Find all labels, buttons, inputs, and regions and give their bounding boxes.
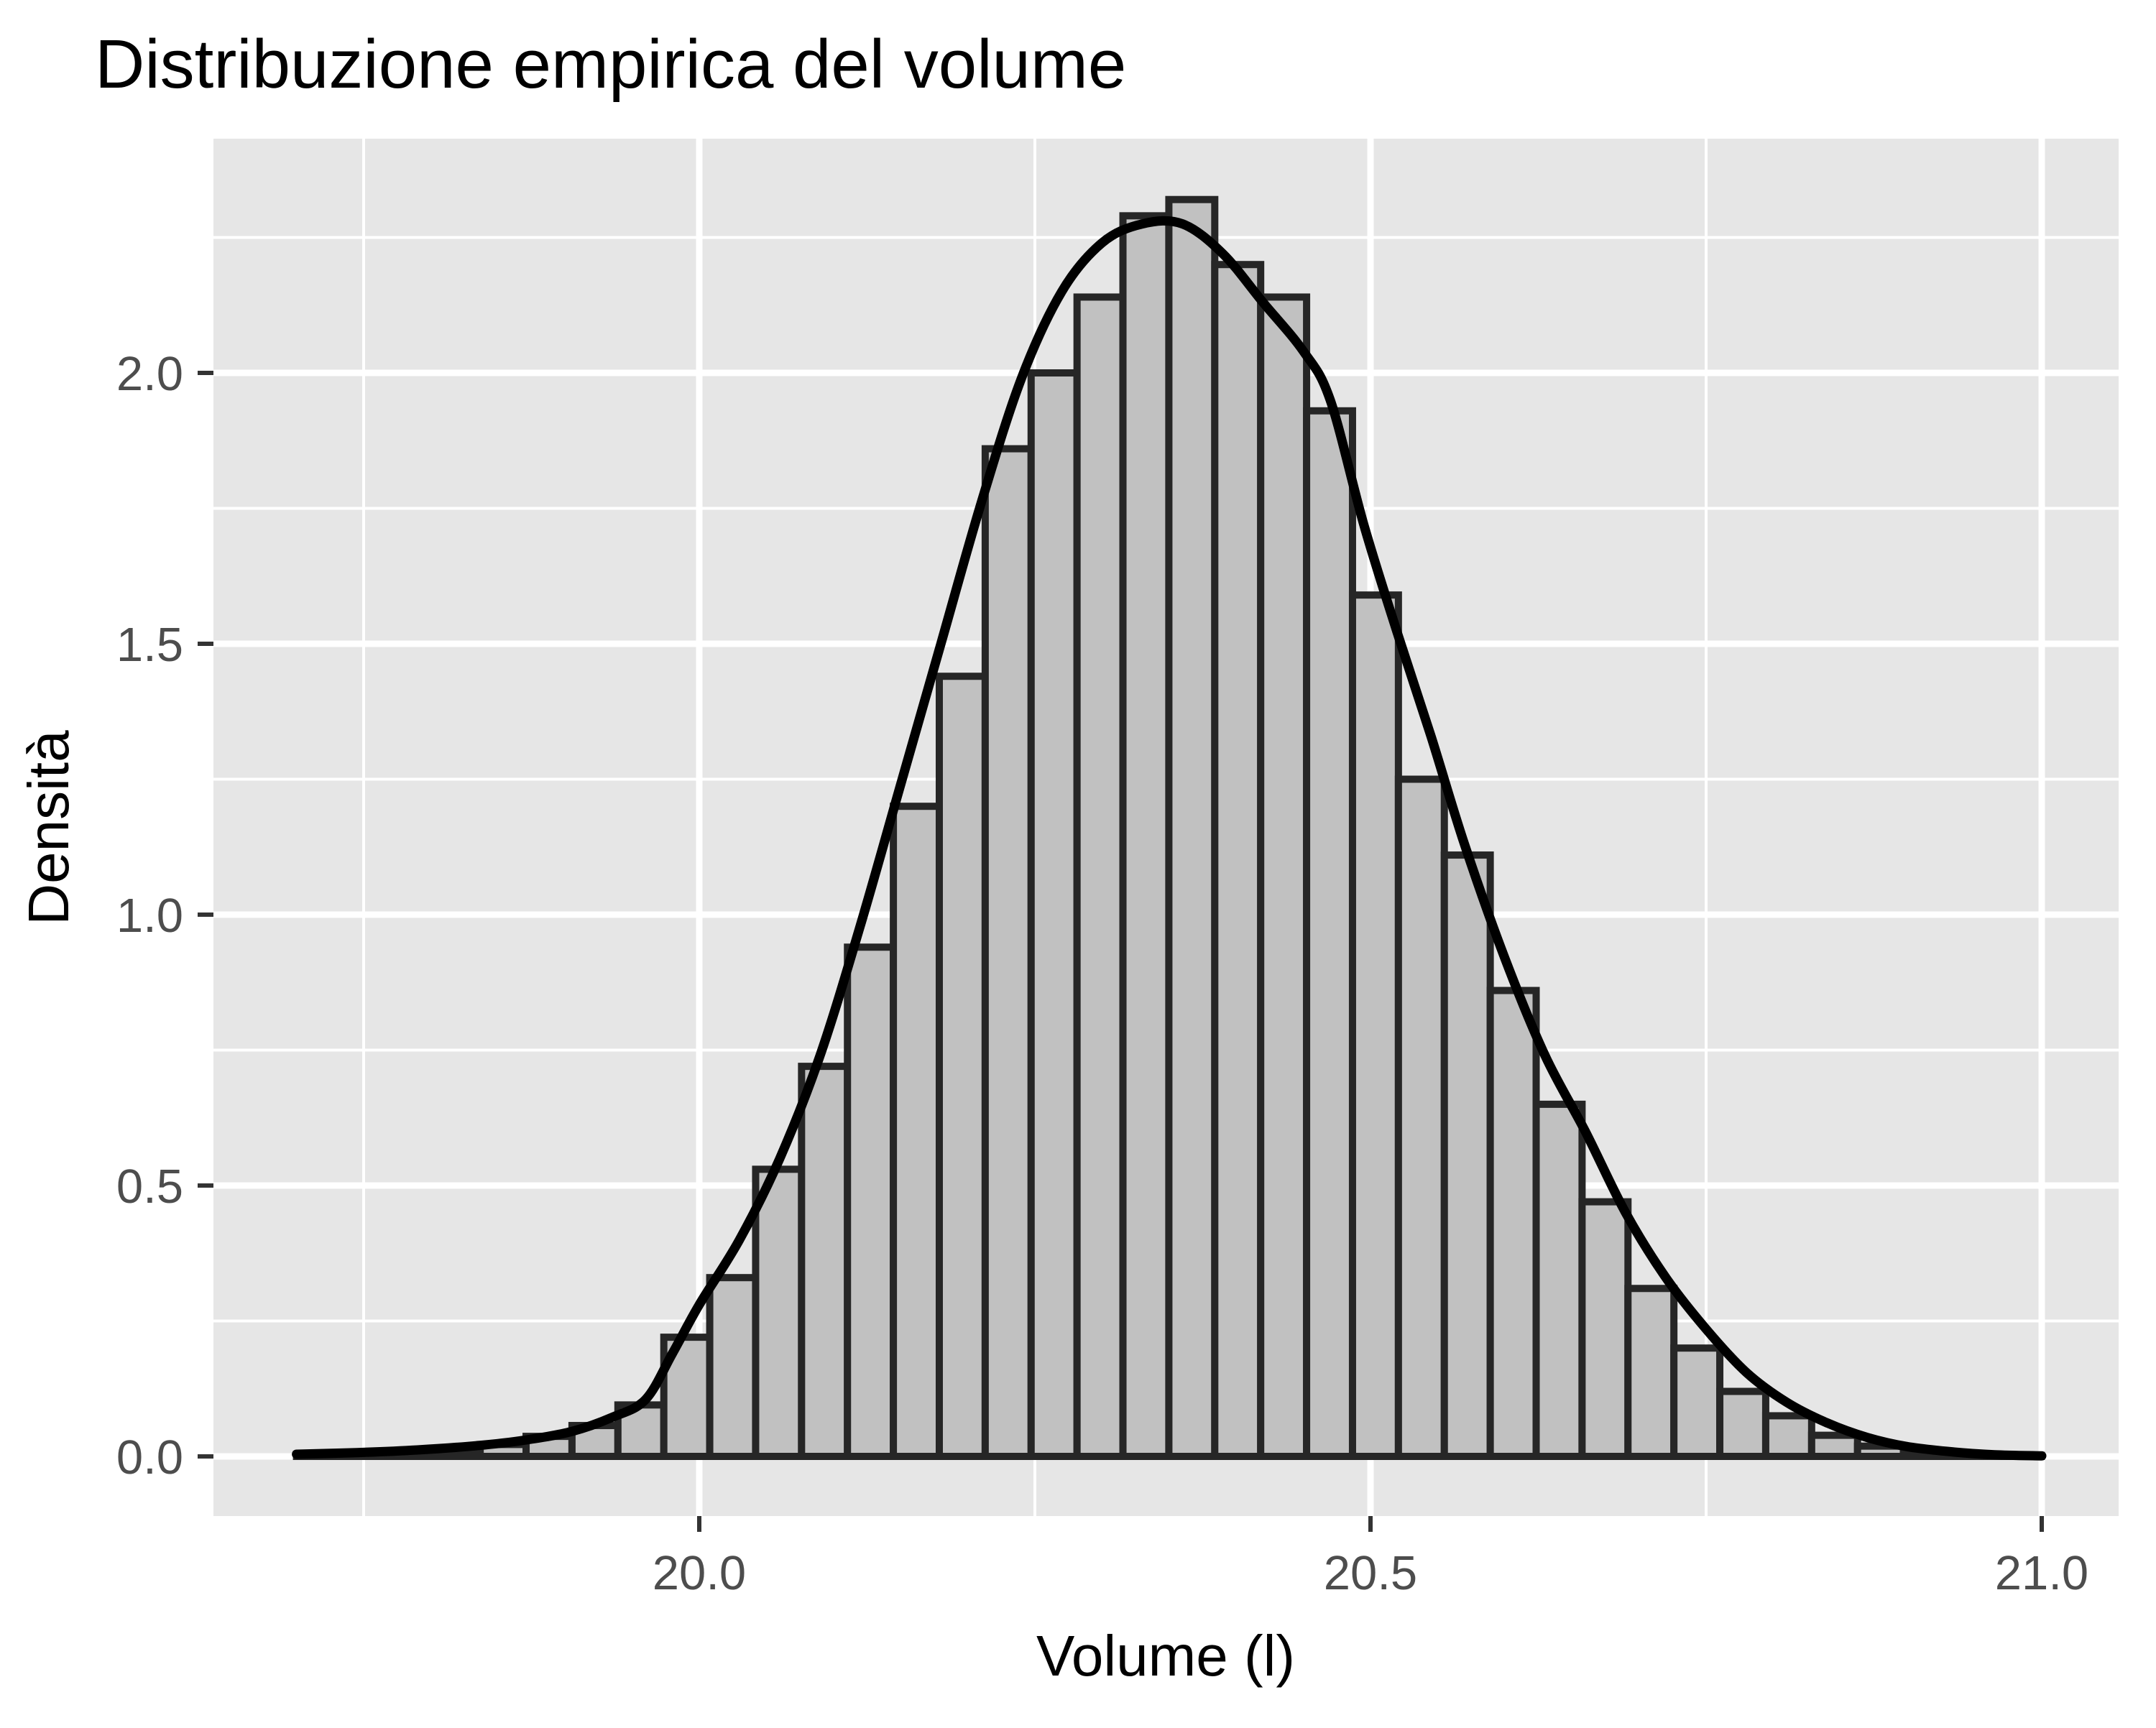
histogram-bar <box>1119 212 1173 1461</box>
histogram-bar <box>844 943 898 1460</box>
histogram-bar <box>752 1165 806 1460</box>
y-tick-label: 1.5 <box>116 618 183 672</box>
histogram-bar <box>1761 1412 1815 1460</box>
y-tick-label: 2.0 <box>116 347 183 401</box>
histogram-bar <box>1624 1285 1678 1461</box>
histogram-bar <box>1394 775 1448 1460</box>
chart-title: Distribuzione empirica del volume <box>95 26 1126 103</box>
histogram-bar <box>1073 293 1127 1461</box>
histogram-bar <box>1303 407 1356 1460</box>
density-curve <box>292 216 2047 1461</box>
histogram-bar <box>1807 1431 1861 1460</box>
x-axis-title: Volume (l) <box>1036 1624 1295 1688</box>
x-tick-label: 21.0 <box>1995 1546 2088 1600</box>
histogram-bar <box>1532 1100 1586 1461</box>
axis-tick-marks <box>198 371 2044 1532</box>
y-axis-tick-labels: 0.0 0.5 1.0 1.5 2.0 <box>116 347 183 1484</box>
histogram-bar <box>935 673 989 1460</box>
x-tick-label: 20.5 <box>1324 1546 1417 1600</box>
histogram-bar <box>1670 1344 1724 1460</box>
histogram-bar <box>890 803 943 1460</box>
histogram-bar <box>1578 1198 1632 1460</box>
y-tick-label: 0.0 <box>116 1431 183 1484</box>
histogram-bar <box>1440 851 1494 1461</box>
x-axis-tick-labels: 20.0 20.5 21.0 <box>653 1546 2088 1600</box>
histogram-bar <box>981 445 1035 1460</box>
histogram-bar <box>706 1274 760 1461</box>
histogram-bar <box>1348 591 1402 1460</box>
y-tick-label: 0.5 <box>116 1160 183 1214</box>
histogram-bar <box>1716 1387 1769 1461</box>
histogram-bar <box>1165 195 1219 1461</box>
y-tick-label: 1.0 <box>116 889 183 943</box>
histogram-bar <box>1257 293 1311 1461</box>
histogram-bar <box>1211 261 1265 1461</box>
histogram-bar <box>1027 369 1081 1460</box>
histogram-bar <box>1486 987 1540 1461</box>
y-axis-title: Densità <box>17 730 80 925</box>
x-tick-label: 20.0 <box>653 1546 746 1600</box>
histogram-bar <box>798 1063 852 1460</box>
